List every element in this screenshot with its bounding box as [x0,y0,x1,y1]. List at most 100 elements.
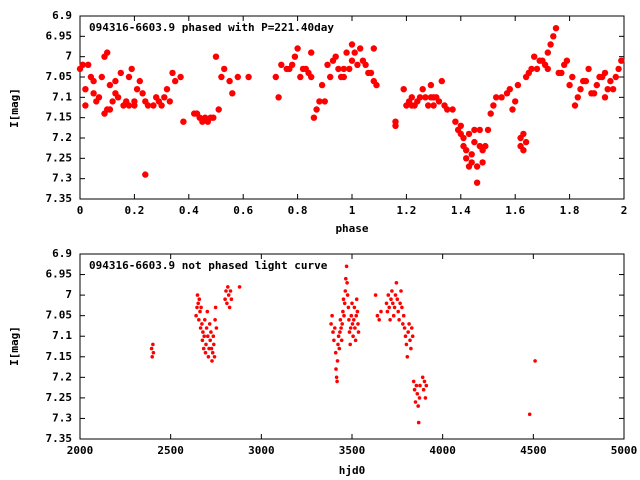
data-point [90,90,97,97]
data-point [593,81,600,89]
data-point [356,330,361,334]
data-point [397,318,401,322]
data-point [476,126,483,134]
data-point [352,318,356,322]
data-point [389,297,393,302]
data-point [514,81,522,89]
data-point [198,326,203,330]
y-tick-label: 7.1 [52,90,72,103]
x-tick-label: 0.6 [233,204,253,217]
data-point [341,309,345,314]
data-point [224,289,228,293]
data-point [398,301,402,306]
chart-title: 094316-6603.9 phased with P=221.40day [89,21,334,34]
data-point [520,147,527,154]
data-point [590,90,598,97]
data-point [163,86,171,93]
data-point [151,342,155,347]
data-point [411,379,416,384]
axis-ticks: 0 0.2 0.4 0.6 0.8 1 1.2 1.4 1.6 1.8 2 6.9 6.95 7 7.05 7… [46,9,628,217]
data-point [327,73,334,81]
y-tick-label: 7.35 [46,432,73,445]
data-point [377,318,382,322]
x-tick-label: 3000 [248,444,275,457]
data-point [346,65,353,73]
data-point [310,114,318,121]
data-point [401,322,405,326]
data-point [226,77,233,85]
data-point [291,53,299,60]
data-point [213,305,218,310]
data-point [544,65,551,73]
x-tick-label: 0.2 [124,204,144,217]
data-point [417,396,422,400]
data-point [195,305,199,310]
data-point [460,134,467,142]
data-point [356,322,360,326]
data-point [316,98,323,105]
data-point [353,338,358,343]
data-point [354,61,361,68]
data-point [125,73,133,81]
data-point [345,281,349,285]
data-point [487,110,494,117]
y-tick-label: 6.95 [46,268,73,281]
y-tick-label: 7.35 [46,192,73,205]
data-point [574,94,581,101]
data-point [225,301,229,306]
data-point [390,289,394,293]
phased-light-curve-panel: 094316-6603.9 phased with P=221.40day ph… [8,9,627,235]
y-tick-label: 7.2 [52,131,72,144]
data-point [427,81,435,89]
data-point [151,350,156,355]
data-point [473,163,481,170]
data-point [490,102,497,109]
data-point [416,94,424,101]
data-point [177,73,184,81]
data-point [422,379,427,384]
data-point [331,330,335,334]
y-tick-label: 7.15 [46,350,73,363]
data-point [336,342,340,347]
data-point [150,102,157,109]
data-point [106,81,114,89]
y-tick-label: 7.05 [46,309,73,322]
data-point [209,330,213,334]
data-points [76,25,625,186]
data-point [206,334,210,339]
plot-frame [79,253,625,440]
data-point [609,86,617,93]
data-point [407,322,411,326]
x-tick-label: 0.8 [288,204,308,217]
data-point [533,65,541,73]
data-point [203,350,208,355]
data-point [585,65,592,73]
data-point [512,98,519,105]
data-point [210,359,214,363]
data-point [204,342,208,347]
data-point [211,334,216,339]
data-point [471,138,478,146]
data-point [419,86,426,93]
data-point [338,318,343,322]
data-point [215,106,222,113]
data-point [394,281,399,285]
data-point [212,342,216,347]
data-point [329,322,333,326]
data-point [465,130,473,138]
data-point [341,297,346,302]
y-axis-label: I[mag] [8,88,21,128]
data-point [350,301,354,306]
data-point [112,77,119,85]
data-point [85,61,92,68]
data-point [313,106,320,113]
data-point [550,33,557,40]
data-point [484,126,492,134]
data-point [615,65,622,73]
data-point [351,334,355,339]
y-tick-label: 7.15 [46,111,73,124]
data-point [386,293,391,297]
data-point [229,297,234,302]
data-point [210,114,217,121]
